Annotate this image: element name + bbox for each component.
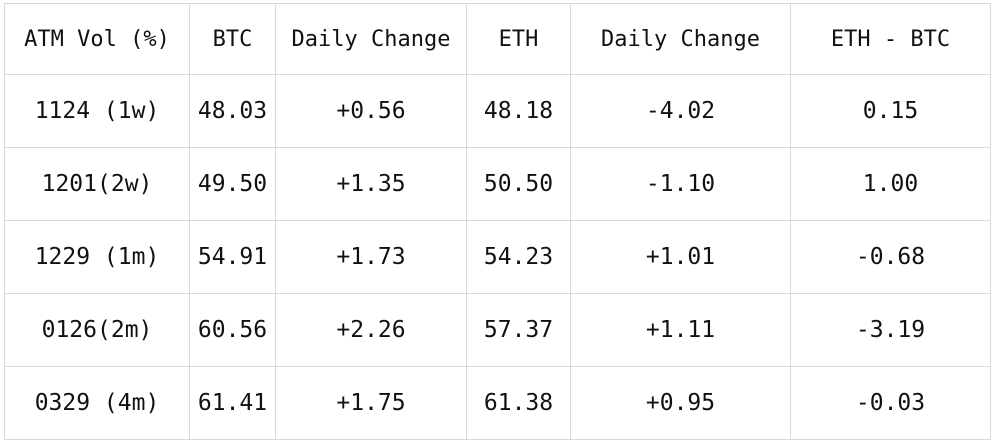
cell-eth-minus-btc: 1.00 [790, 147, 991, 221]
cell-eth: 61.38 [466, 366, 571, 440]
cell-eth: 57.37 [466, 293, 571, 367]
cell-btc-change: +1.35 [275, 147, 467, 221]
header-row: ATM Vol (%) BTC Daily Change ETH Daily C… [4, 3, 991, 75]
cell-eth-minus-btc: 0.15 [790, 74, 991, 148]
cell-eth-change: -1.10 [570, 147, 791, 221]
cell-btc-change: +0.56 [275, 74, 467, 148]
header-btc: BTC [189, 3, 276, 75]
cell-eth-change: +1.11 [570, 293, 791, 367]
header-eth: ETH [466, 3, 571, 75]
cell-btc: 49.50 [189, 147, 276, 221]
cell-tenor: 0329 (4m) [4, 366, 190, 440]
cell-btc-change: +2.26 [275, 293, 467, 367]
cell-tenor: 1124 (1w) [4, 74, 190, 148]
cell-btc: 54.91 [189, 220, 276, 294]
cell-btc-change: +1.73 [275, 220, 467, 294]
cell-eth-minus-btc: -0.68 [790, 220, 991, 294]
header-atm-vol: ATM Vol (%) [4, 3, 190, 75]
header-btc-daily-change: Daily Change [275, 3, 467, 75]
table-row: 1201(2w) 49.50 +1.35 50.50 -1.10 1.00 [4, 147, 991, 221]
cell-tenor: 0126(2m) [4, 293, 190, 367]
header-eth-daily-change: Daily Change [570, 3, 791, 75]
cell-eth: 48.18 [466, 74, 571, 148]
cell-btc-change: +1.75 [275, 366, 467, 440]
cell-eth: 54.23 [466, 220, 571, 294]
cell-tenor: 1201(2w) [4, 147, 190, 221]
header-eth-minus-btc: ETH - BTC [790, 3, 991, 75]
table-row: 1124 (1w) 48.03 +0.56 48.18 -4.02 0.15 [4, 74, 991, 148]
cell-eth-change: +1.01 [570, 220, 791, 294]
cell-btc: 60.56 [189, 293, 276, 367]
cell-btc: 48.03 [189, 74, 276, 148]
cell-tenor: 1229 (1m) [4, 220, 190, 294]
atm-vol-table: ATM Vol (%) BTC Daily Change ETH Daily C… [4, 3, 991, 440]
cell-eth: 50.50 [466, 147, 571, 221]
cell-eth-minus-btc: -0.03 [790, 366, 991, 440]
cell-eth-change: -4.02 [570, 74, 791, 148]
table-row: 0329 (4m) 61.41 +1.75 61.38 +0.95 -0.03 [4, 366, 991, 440]
cell-btc: 61.41 [189, 366, 276, 440]
cell-eth-change: +0.95 [570, 366, 791, 440]
table-row: 0126(2m) 60.56 +2.26 57.37 +1.11 -3.19 [4, 293, 991, 367]
cell-eth-minus-btc: -3.19 [790, 293, 991, 367]
table-row: 1229 (1m) 54.91 +1.73 54.23 +1.01 -0.68 [4, 220, 991, 294]
